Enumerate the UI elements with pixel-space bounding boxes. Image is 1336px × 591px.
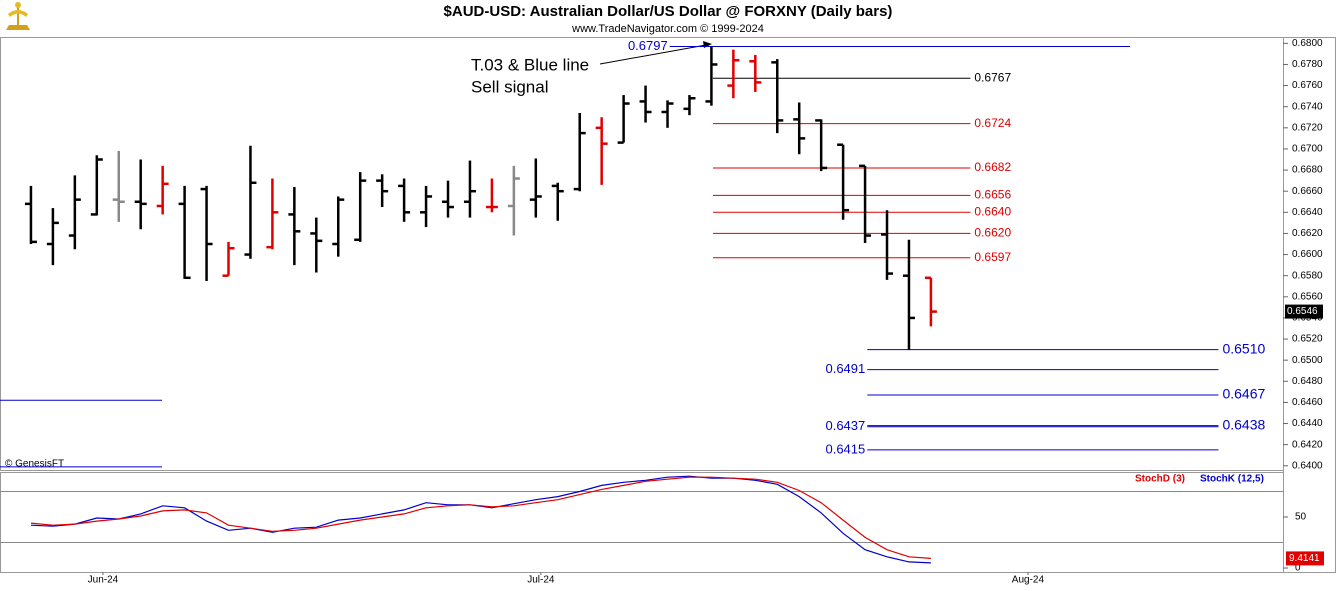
y-tick-label: 0.6640 [1292,207,1323,218]
level-label: 0.6491 [825,361,865,376]
level-label: 0.6437 [825,418,865,433]
annotation: T.03 & Blue line [471,55,589,74]
y-tick-label: 0.6580 [1292,270,1323,281]
level-label: 0.6510 [1222,340,1265,356]
level-label: 0.6682 [974,160,1011,174]
y-tick-label: 0.6780 [1292,59,1323,70]
last-value-label: 9.4141 [1289,553,1320,564]
level-label: 0.6620 [974,226,1011,240]
x-tick-label: Jun-24 [88,575,119,586]
chart-subtitle: www.TradeNavigator.com © 1999-2024 [571,23,764,35]
copyright: © GenesisFT [5,459,64,470]
y-tick-label: 0.6400 [1292,460,1323,471]
logo [6,2,30,30]
annotation: Sell signal [471,77,549,96]
y-tick-label: 50 [1295,512,1307,523]
level-label: 0.6415 [825,441,865,456]
stoch-line [30,476,931,559]
level-label: 0.6724 [974,116,1011,130]
level-label: 0.6438 [1222,416,1265,432]
last-value-box [1286,551,1324,566]
level-label: 0.6467 [1222,386,1265,402]
y-tick-label: 0.6460 [1292,397,1323,408]
x-tick-label: Aug-24 [1012,575,1045,586]
y-tick-label: 0.6520 [1292,334,1323,345]
x-tick-label: Jul-24 [527,575,555,586]
y-tick-label: 0.6800 [1292,38,1323,49]
y-tick-label: 0 [1295,563,1301,574]
last-price-label: 0.6546 [1287,306,1318,317]
level-label: 0.6597 [974,250,1011,264]
y-tick-label: 0.6620 [1292,228,1323,239]
level-label: 0.6767 [974,70,1011,84]
legend-label: StochK (12,5) [1200,474,1264,485]
y-tick-label: 0.6720 [1292,122,1323,133]
y-tick-label: 0.6480 [1292,376,1323,387]
legend-label: StochD (3) [1135,474,1185,485]
y-tick-label: 0.6700 [1292,144,1323,155]
last-price-box [1285,304,1323,319]
level-label: 0.6656 [974,188,1011,202]
y-tick-label: 0.6420 [1292,439,1323,450]
y-tick-label: 0.6680 [1292,165,1323,176]
annotation-arrow [599,44,707,65]
chart-title: $AUD-USD: Australian Dollar/US Dollar @ … [444,3,893,20]
y-tick-label: 0.6760 [1292,80,1323,91]
level-label: 0.6640 [974,204,1011,218]
y-tick-label: 0.6660 [1292,186,1323,197]
y-tick-label: 0.6500 [1292,355,1323,366]
y-tick-label: 0.6600 [1292,249,1323,260]
y-tick-label: 0.6740 [1292,101,1323,112]
level-label: 0.6797 [628,38,668,53]
y-tick-label: 0.6560 [1292,291,1323,302]
y-tick-label: 0.6440 [1292,418,1323,429]
